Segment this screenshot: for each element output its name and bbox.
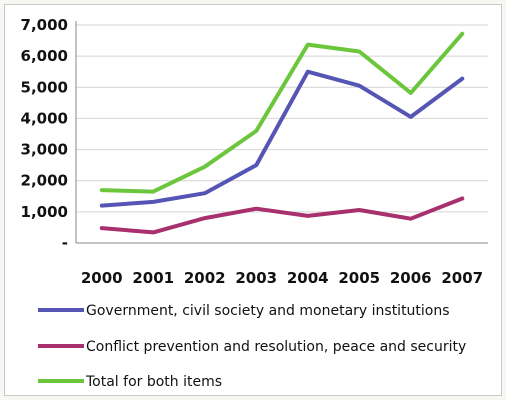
x-tick-label: 2004	[287, 269, 329, 287]
x-tick-label: 2002	[184, 269, 226, 287]
x-tick-label: 2005	[338, 269, 380, 287]
series-line-1	[99, 69, 465, 208]
y-tick-label: 7,000	[21, 16, 68, 34]
y-tick-label: 5,000	[21, 78, 68, 96]
legend-label: Total for both items	[85, 374, 222, 390]
y-tick-label: 4,000	[21, 109, 68, 127]
x-tick-label: 2000	[81, 269, 123, 287]
x-tick-label: 2007	[441, 269, 483, 287]
x-tick-label: 2001	[132, 269, 174, 287]
y-axis-ticks: - 1,000 2,000 3,000 4,000 5,000 6,000 7,000	[21, 16, 68, 252]
x-tick-label: 2006	[390, 269, 432, 287]
y-tick-label: -	[62, 234, 68, 252]
series-line-3	[99, 31, 465, 194]
chart-frame	[4, 4, 502, 396]
y-tick-label: 3,000	[21, 141, 68, 159]
series-lines	[99, 31, 465, 235]
legend-label: Government, civil society and monetary i…	[86, 303, 450, 319]
y-tick-label: 1,000	[21, 203, 68, 221]
series-line-2	[99, 196, 465, 235]
x-axis-ticks: 2000 2001 2002 2003 2004 2005 2006 2007	[81, 269, 483, 287]
legend: Government, civil society and monetary i…	[38, 303, 466, 390]
y-tick-label: 6,000	[21, 47, 68, 65]
x-tick-label: 2003	[235, 269, 277, 287]
legend-label: Conflict prevention and resolution, peac…	[86, 339, 466, 355]
y-tick-label: 2,000	[21, 172, 68, 190]
axes	[75, 21, 488, 244]
